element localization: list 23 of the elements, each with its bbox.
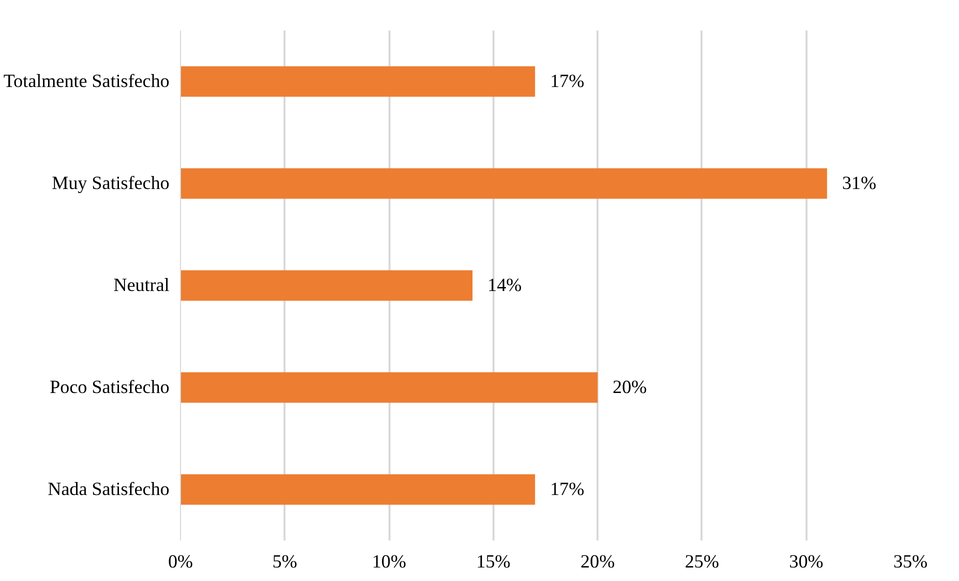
y-tick-label: Poco Satisfecho	[50, 377, 170, 398]
data-label: 31%	[842, 173, 876, 194]
y-tick-label: Totalmente Satisfecho	[3, 71, 170, 92]
x-tick-label: 5%	[272, 552, 298, 572]
y-tick-label: Nada Satisfecho	[48, 479, 170, 500]
bar	[180, 474, 536, 505]
x-tick-label: 30%	[789, 552, 824, 572]
data-label: 17%	[550, 479, 584, 500]
y-tick-label: Muy Satisfecho	[52, 173, 170, 194]
x-tick-label: 35%	[893, 552, 928, 572]
data-label: 20%	[612, 377, 647, 398]
x-tick-label: 10%	[372, 552, 406, 572]
data-label: 14%	[488, 275, 522, 296]
y-tick-label: Neutral	[114, 275, 170, 296]
x-tick-label: 15%	[476, 552, 510, 572]
bar	[180, 168, 828, 199]
bar	[180, 66, 536, 97]
data-label: 17%	[550, 71, 584, 92]
x-tick-label: 0%	[168, 552, 193, 572]
x-tick-label: 25%	[684, 552, 720, 572]
x-tick-label: 20%	[580, 552, 615, 572]
bar	[180, 270, 472, 301]
bar	[180, 372, 598, 403]
